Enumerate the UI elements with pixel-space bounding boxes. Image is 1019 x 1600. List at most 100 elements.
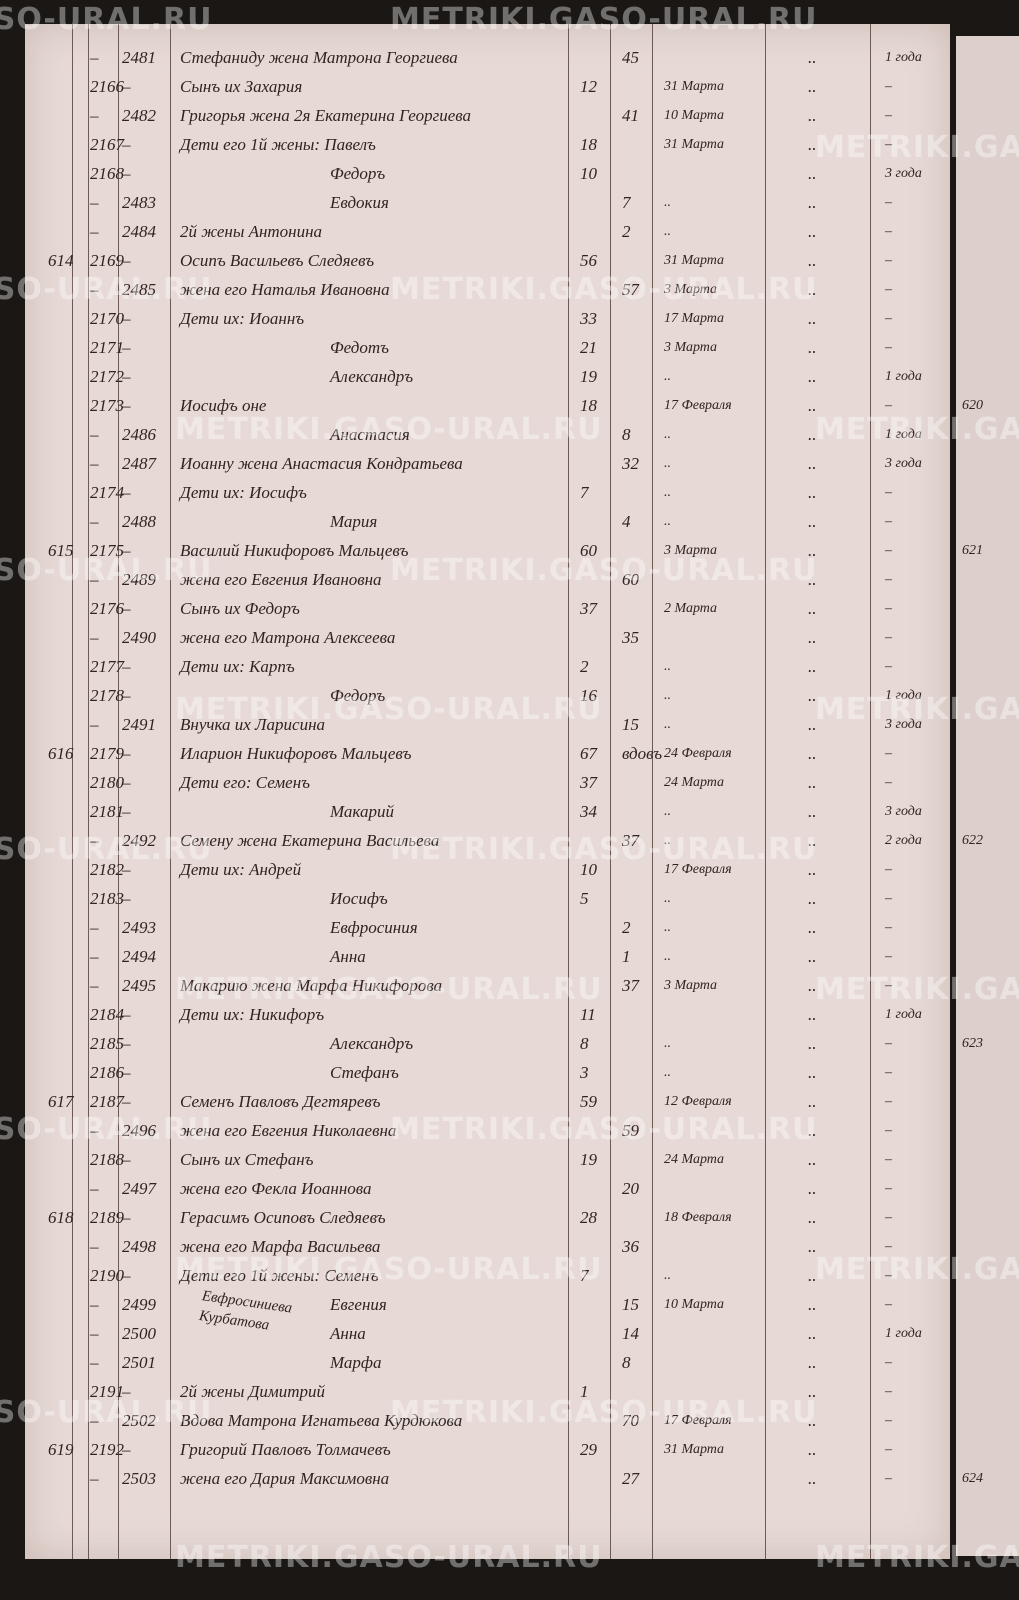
household-number: 615 [48,541,74,560]
note: – [885,572,892,587]
note: – [885,1471,892,1486]
column-mark: .. [808,686,817,705]
name: жена его Матрона Алексеева [180,628,396,647]
name: Федоръ [330,164,386,183]
date: 18 Февраля [664,1210,732,1225]
watermark: METRIKI.GASO-URAL.RU [815,692,1019,727]
male-age: 2 [580,657,589,676]
note: 1 года [885,1326,922,1341]
date: .. [664,195,671,210]
female-number: – [122,77,131,96]
male-number: 2192 [90,1440,124,1459]
female-number: 2499 [122,1295,156,1314]
date: .. [664,369,671,384]
note: – [885,1123,892,1138]
column-mark: .. [808,454,817,473]
watermark: METRIKI.GASO-URAL.RU [390,832,818,867]
name: Семену жена Екатерина Васильева [180,831,440,850]
column-rule [88,24,89,1559]
female-age: 70 [622,1411,639,1430]
date: .. [664,1268,671,1283]
column-mark: .. [808,1237,817,1256]
date: 3 Марта [664,978,718,993]
male-number: – [90,454,99,473]
column-mark: .. [808,1005,817,1024]
name: Дети их: Иосифъ [180,483,307,502]
male-number: – [90,222,99,241]
note: – [885,630,892,645]
watermark: METRIKI.GASO-URAL.RU [815,412,1019,447]
male-number: 2171 [90,338,124,357]
date: .. [664,688,671,703]
female-number: 2491 [122,715,156,734]
male-number: 2175 [90,541,124,560]
date: 31 Марта [664,137,725,152]
name: Макарию жена Марфа Никифорова [180,976,443,995]
name: Сынъ их Стефанъ [180,1150,314,1169]
female-age: 2 [622,918,631,937]
watermark: METRIKI.GASO-URAL.RU [0,553,213,588]
column-mark: .. [808,1295,817,1314]
date: 10 Марта [664,108,725,123]
female-age: 2 [622,222,631,241]
watermark: METRIKI.GASO-URAL.RU [175,692,603,727]
date: .. [664,891,671,906]
male-number: – [90,976,99,995]
male-number: 2173 [90,396,124,415]
name: Вдова Матрона Игнатьева Курдюкова [180,1411,463,1430]
name: жена его Наталья Ивановна [180,280,390,299]
female-number: 2483 [122,193,156,212]
column-rule [118,24,119,1559]
male-number: – [90,512,99,531]
watermark: METRIKI.GASO-URAL.RU [0,1395,213,1430]
female-number: 2497 [122,1179,156,1198]
name: Дети их: Иоаннъ [180,309,305,328]
household-number: 614 [48,251,74,270]
male-age: 19 [580,1150,597,1169]
note: – [885,1094,892,1109]
male-age: 37 [580,773,597,792]
male-number: 2176 [90,599,124,618]
male-number: 2188 [90,1150,124,1169]
female-number: 2486 [122,425,156,444]
note: 1 года [885,50,922,65]
column-mark: .. [808,947,817,966]
male-age: 21 [580,338,597,357]
name: Иоанну жена Анастасия Кондратьева [180,454,463,473]
name: Иосифъ оне [180,396,267,415]
male-age: 8 [580,1034,589,1053]
male-number: 2178 [90,686,124,705]
name: Дети его: Семенъ [180,773,310,792]
column-mark: .. [808,976,817,995]
date: 24 Марта [664,1152,725,1167]
household-number: 619 [48,1440,74,1459]
male-age: 5 [580,889,589,908]
male-number: – [90,106,99,125]
date: .. [664,224,671,239]
column-mark: .. [808,1324,817,1343]
male-number: 2186 [90,1063,124,1082]
male-age: 11 [580,1005,596,1024]
female-number: – [122,251,131,270]
note: – [885,1181,892,1196]
female-number: – [122,1266,131,1285]
side-number: 621 [962,543,983,558]
female-number: – [122,309,131,328]
female-number: 2501 [122,1353,156,1372]
column-mark: .. [808,831,817,850]
note: 3 года [885,456,922,471]
name: Дети их: Андрей [180,860,302,879]
female-age: 8 [622,1353,631,1372]
watermark: METRIKI.GASO-URAL.RU [390,553,818,588]
date: .. [664,804,671,819]
male-age: 10 [580,860,597,879]
male-age: 7 [580,483,589,502]
female-age: 32 [622,454,639,473]
note: – [885,1065,892,1080]
female-number: 2484 [122,222,156,241]
female-age: 60 [622,570,639,589]
note: 2 года [885,833,922,848]
date: 31 Марта [664,1442,725,1457]
note: – [885,1413,892,1428]
column-mark: .. [808,338,817,357]
